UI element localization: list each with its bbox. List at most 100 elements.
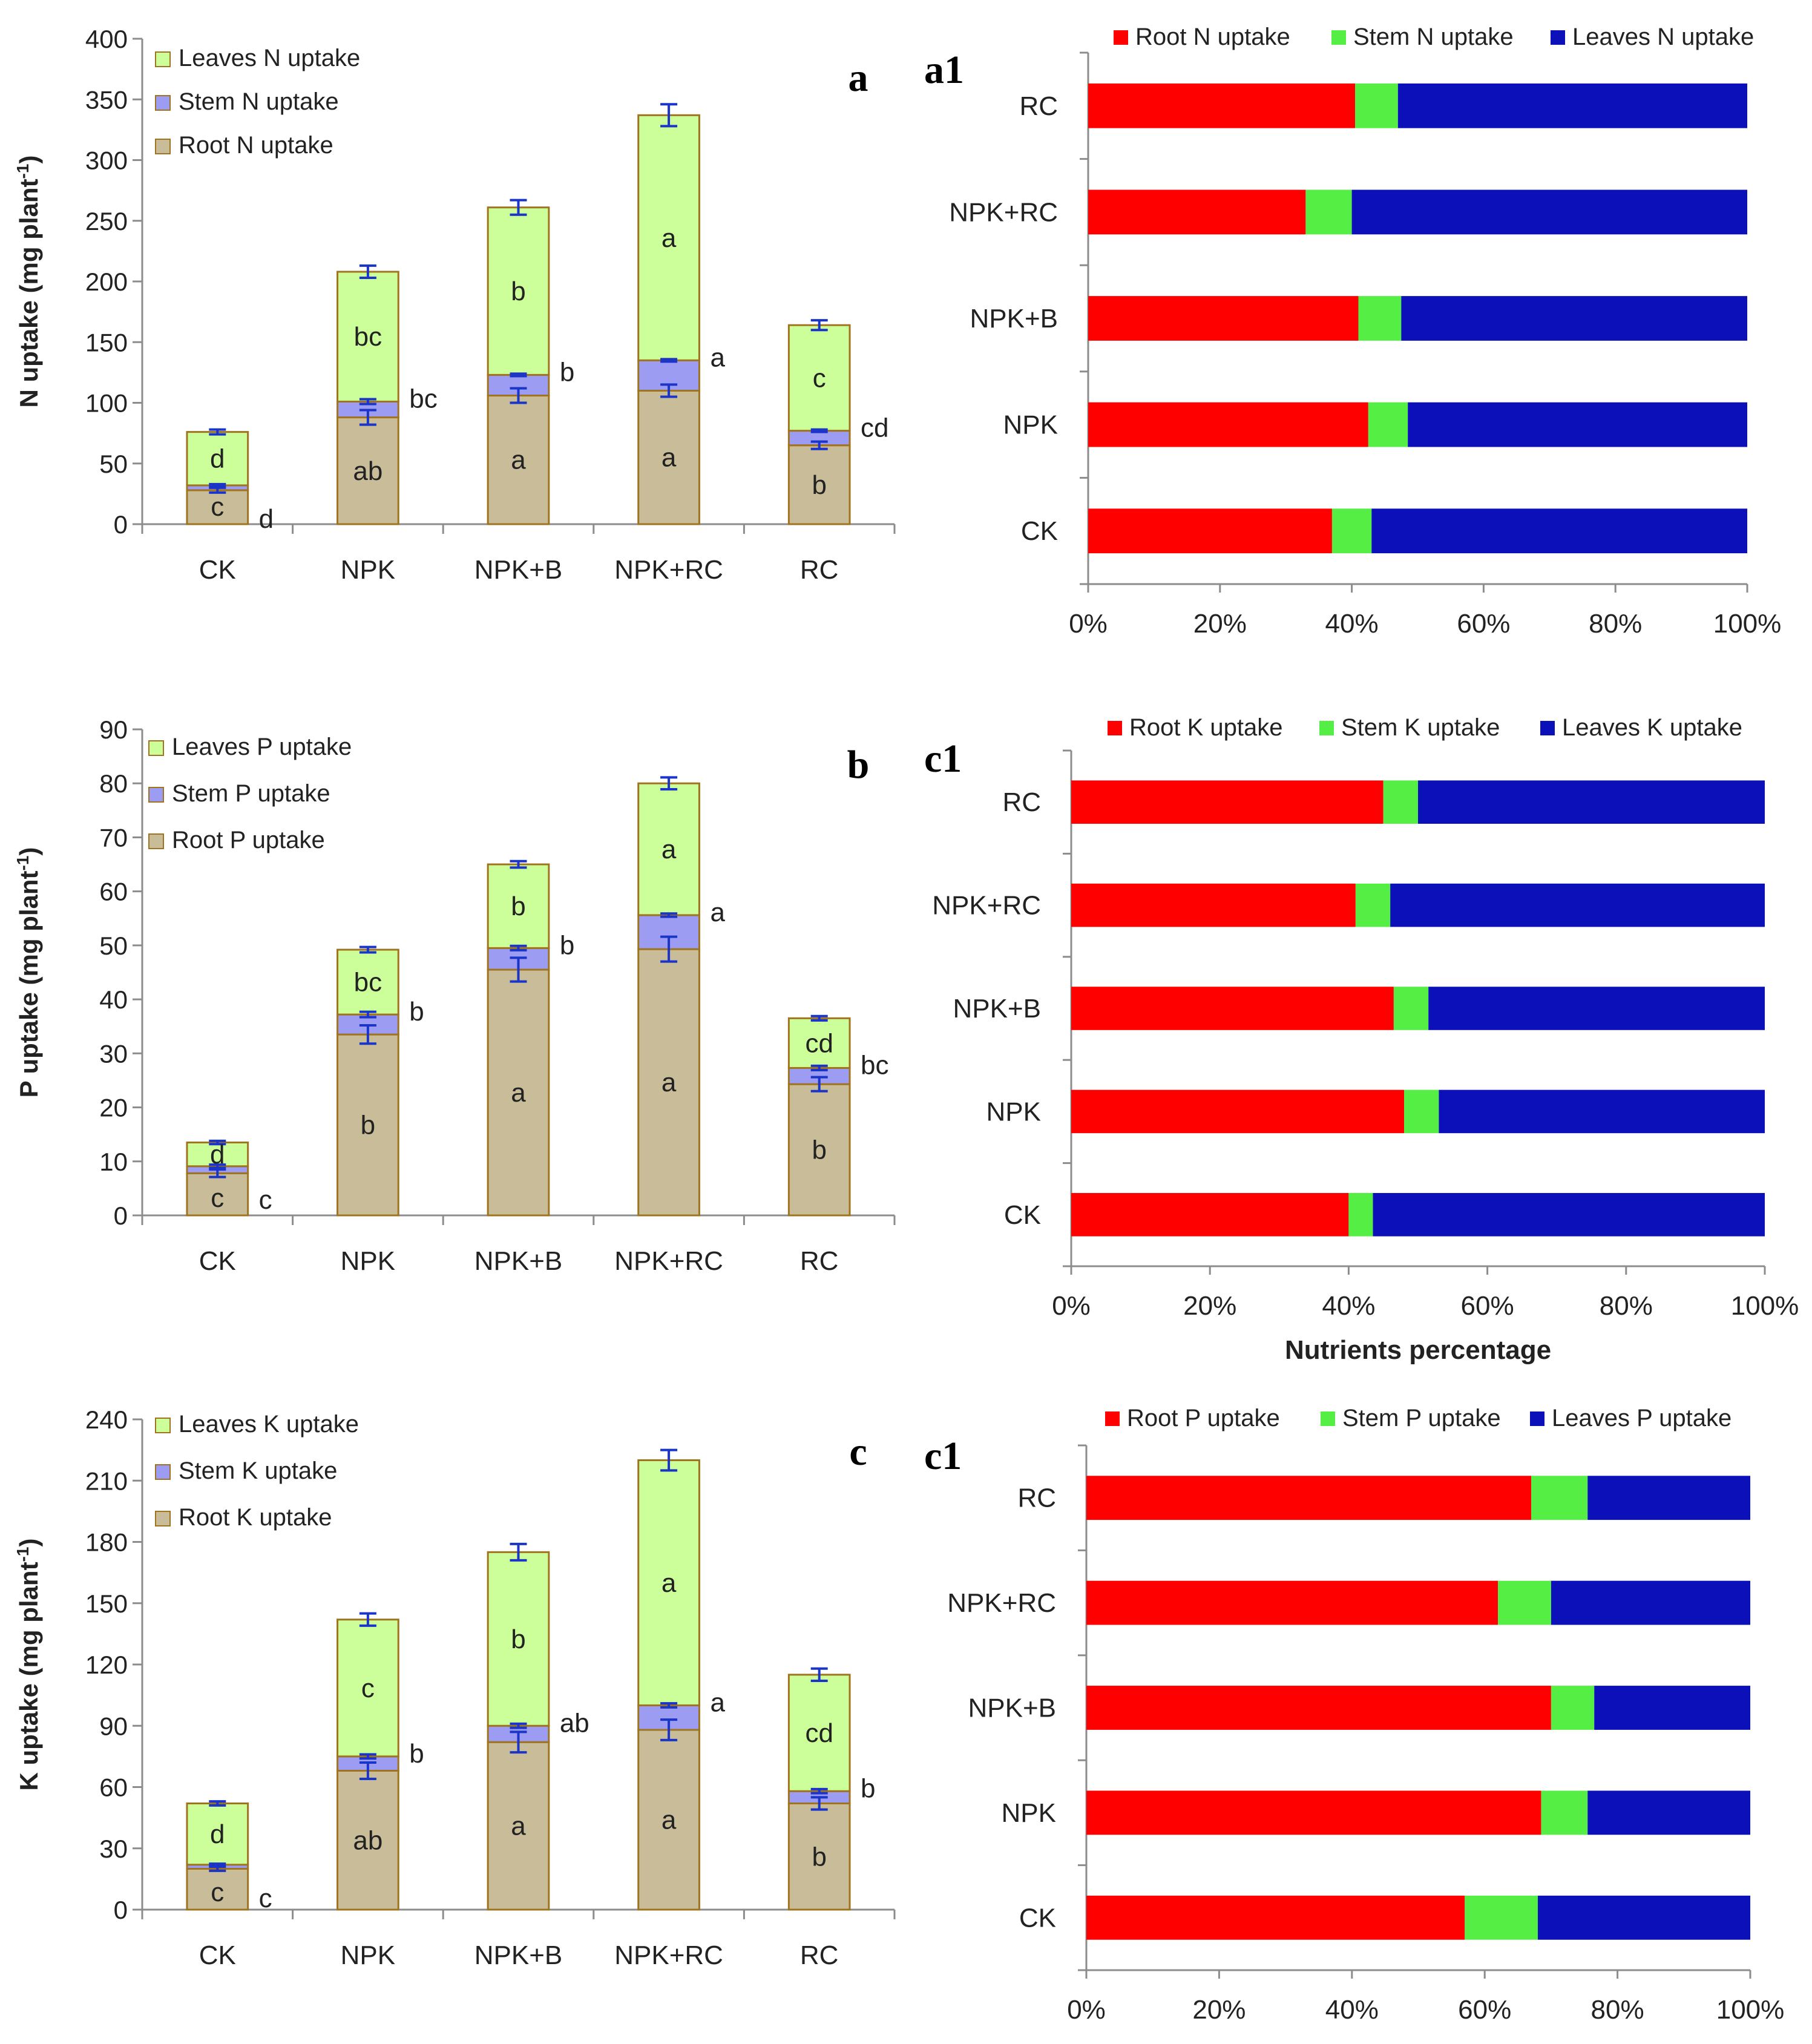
x-tick-label: 80% [1591,1995,1644,2025]
significance-letter: b [511,277,525,306]
y-tick-label: 50 [99,450,128,478]
bar-segment [1594,1686,1750,1730]
y-tick-label: CK [1021,516,1058,546]
bar-segment [1071,780,1384,824]
x-tick-label: 40% [1325,609,1379,639]
x-tick-label: 40% [1322,1291,1375,1321]
y-axis-title: N uptake (mg plant-1) [13,156,44,408]
significance-letter: a [661,1806,677,1835]
significance-letter: a [511,445,526,475]
bar-segment [1358,296,1402,341]
bar-segment [1088,296,1359,341]
x-tick-label: NPK [341,1246,395,1276]
significance-letter: ab [353,456,382,486]
legend-label: Leaves K uptake [179,1411,359,1438]
significance-letter: d [210,444,225,474]
significance-letter-total: c [259,1884,272,1913]
x-tick-label: NPK [341,555,395,585]
x-tick-label: 20% [1183,1291,1236,1321]
chart-a1: 0% 20% 40% 60% 80% 100% CK NPK NPK+B NPK+RC RC Root… [924,24,1781,639]
bar-segment [186,1172,249,1217]
x-tick-label: CK [199,1940,236,1970]
bar-segment [637,114,700,361]
y-tick-label: NPK+RC [932,891,1041,921]
y-tick-label: 50 [99,932,128,960]
y-tick-label: 90 [99,715,128,744]
significance-letter: c [211,1878,224,1907]
x-tick-label: 20% [1193,609,1247,639]
chart-a: 0 50 100 150 200 250 300 350 400 N uptake (mg pla… [13,25,896,585]
y-tick-label: 30 [99,1835,128,1863]
significance-letter-total: b [560,357,574,387]
significance-letter: d [210,1819,225,1849]
bar-segment [1071,1193,1349,1237]
significance-letter: c [211,492,224,522]
significance-letter: cd [805,1028,833,1058]
significance-letter: bc [354,968,382,997]
y-tick-label: 0 [114,510,128,539]
bar-segment [1408,402,1747,447]
x-tick-label: NPK+B [474,1940,563,1970]
y-tick-label: RC [1002,787,1041,817]
bar-segment [787,1802,851,1911]
significance-letter: bc [354,322,382,352]
bar-segment [1551,1580,1750,1625]
x-tick-label: 0% [1052,1291,1091,1321]
bar-segment [186,431,249,487]
legend-label: Root K uptake [179,1504,332,1531]
legend-swatch [1331,30,1346,45]
significance-letter-total: d [259,504,274,534]
y-tick-label: NPK+B [953,994,1041,1024]
x-tick-label: 60% [1457,609,1510,639]
x-tick-label: 100% [1716,1995,1785,2025]
significance-letter: b [812,470,826,500]
x-axis-title: Nutrients percentage [1285,1335,1551,1365]
y-tick-label: 60 [99,1773,128,1802]
x-tick-label: 60% [1461,1291,1514,1321]
x-tick-label: CK [199,555,236,585]
y-tick-label: 350 [85,85,128,114]
x-tick-label: NPK+B [474,555,563,585]
y-tick-label: NPK+RC [949,197,1058,227]
bar-segment [1587,1790,1750,1835]
y-tick-label: 200 [85,268,128,296]
bar-segment [1086,1895,1465,1940]
bar-segment [1086,1580,1499,1625]
legend-label: Stem N uptake [179,88,339,115]
legend-swatch [1540,721,1555,735]
panel-letter: c1 [924,1434,962,1478]
y-tick-label: 250 [85,207,128,235]
bar-segment [487,1741,550,1911]
significance-letter: a [511,1078,526,1108]
panel-letter: a [849,56,868,100]
y-tick-label: 150 [85,328,128,357]
bar-segment [186,489,249,525]
x-tick-label: 100% [1731,1291,1799,1321]
bar-segment [186,1142,249,1168]
bar-segment [1404,1089,1439,1134]
significance-letter-total: b [409,1739,424,1769]
bar-segment [1088,189,1306,235]
y-tick-label: 30 [99,1039,128,1068]
panel-letter: a1 [924,48,964,92]
bar-segment [1383,780,1418,824]
y-tick-label: 90 [99,1712,128,1740]
bar-segment [1428,987,1765,1030]
bar-segment [336,1033,399,1217]
bar-segment [487,968,550,1217]
x-tick-label: RC [800,555,839,585]
panel-letter: b [847,743,870,787]
legend-swatch [1114,30,1128,45]
bar-segment [1393,987,1429,1030]
y-tick-label: NPK+B [970,304,1058,334]
y-tick-label: RC [1019,91,1058,121]
y-tick-label: 120 [85,1651,128,1679]
x-tick-label: 0% [1069,609,1108,639]
bar-segment [1587,1476,1750,1520]
legend-swatch [1319,721,1334,735]
significance-letter: a [661,443,677,473]
y-tick-label: 180 [85,1528,128,1557]
bar-segment [1088,83,1356,128]
y-tick-label: 150 [85,1589,128,1618]
significance-letter-total: b [409,997,424,1027]
